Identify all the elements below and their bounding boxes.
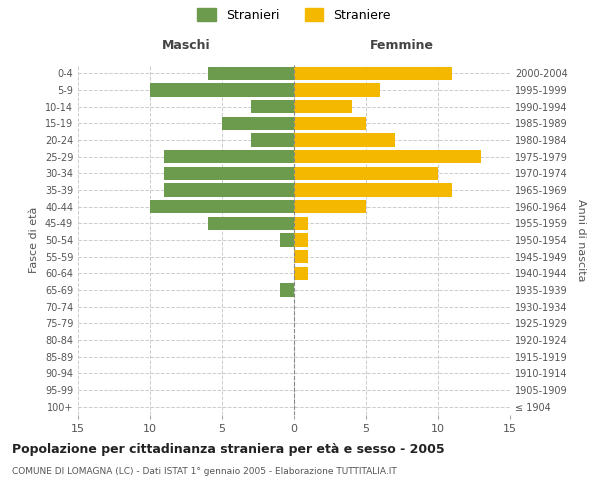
Text: Femmine: Femmine [370,38,434,52]
Bar [150,84,294,96]
Text: Popolazione per cittadinanza straniera per età e sesso - 2005: Popolazione per cittadinanza straniera p… [12,442,445,456]
Bar [208,66,294,80]
Bar [294,266,308,280]
Text: Maschi: Maschi [161,38,211,52]
Bar [294,216,308,230]
Bar [294,250,308,264]
Bar [294,166,438,180]
Y-axis label: Anni di nascita: Anni di nascita [576,198,586,281]
Bar [294,184,452,196]
Bar [294,66,452,80]
Bar [164,166,294,180]
Bar [150,200,294,213]
Bar [294,200,366,213]
Bar [294,134,395,146]
Y-axis label: Fasce di età: Fasce di età [29,207,39,273]
Bar [251,134,294,146]
Bar [280,234,294,246]
Bar [208,216,294,230]
Bar [164,150,294,164]
Bar [251,100,294,114]
Bar [294,84,380,96]
Bar [294,234,308,246]
Bar [294,116,366,130]
Bar [222,116,294,130]
Legend: Stranieri, Straniere: Stranieri, Straniere [197,8,391,22]
Bar [164,184,294,196]
Bar [280,284,294,296]
Bar [294,150,481,164]
Text: COMUNE DI LOMAGNA (LC) - Dati ISTAT 1° gennaio 2005 - Elaborazione TUTTITALIA.IT: COMUNE DI LOMAGNA (LC) - Dati ISTAT 1° g… [12,468,397,476]
Bar [294,100,352,114]
